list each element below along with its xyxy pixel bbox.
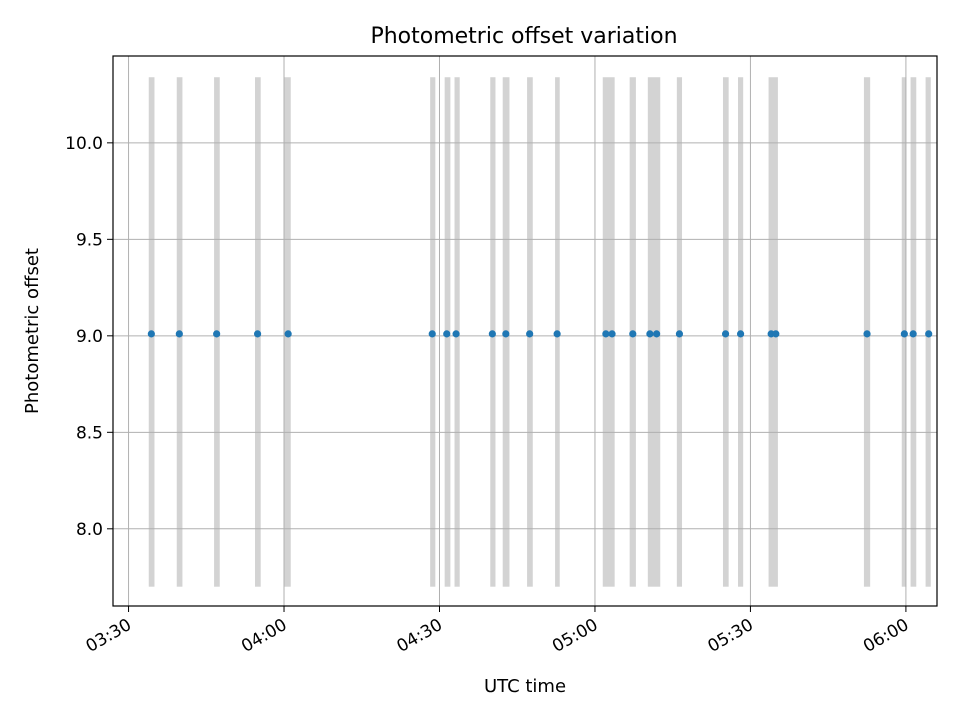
data-point: [452, 330, 460, 338]
data-point: [526, 330, 534, 338]
x-tick-label: 05:30: [704, 615, 756, 657]
data-point: [646, 330, 654, 338]
data-point: [925, 330, 933, 338]
data-point: [488, 330, 496, 338]
chart-title: Photometric offset variation: [370, 24, 677, 49]
data-point: [863, 330, 871, 338]
x-tick-label: 06:00: [860, 615, 912, 657]
band-layer: [148, 77, 931, 587]
data-point: [428, 330, 436, 338]
data-point: [909, 330, 917, 338]
data-point: [653, 330, 661, 338]
x-tick-label: 05:00: [549, 615, 601, 657]
data-point: [253, 330, 262, 338]
data-point: [721, 330, 730, 338]
data-point: [675, 330, 684, 338]
y-tick-label: 9.0: [76, 327, 103, 347]
data-point: [772, 330, 780, 338]
data-point: [602, 330, 610, 338]
data-point: [213, 330, 221, 338]
x-tick-label: 04:00: [238, 615, 290, 657]
plot-frame: [112, 55, 938, 607]
y-tick-label: 10.0: [65, 134, 103, 154]
y-tick-label: 8.5: [76, 423, 103, 443]
y-tick-label: 9.5: [76, 230, 103, 250]
data-point: [443, 330, 451, 338]
data-point: [553, 330, 561, 338]
point-layer: [147, 330, 933, 338]
grid-layer: [113, 56, 937, 606]
data-point: [502, 330, 510, 338]
y-axis-label: Photometric offset: [22, 248, 43, 414]
data-point: [736, 330, 745, 338]
x-tick-label: 03:30: [83, 615, 135, 657]
data-point: [608, 330, 616, 338]
data-point: [900, 330, 908, 338]
data-point: [175, 330, 183, 338]
y-tick-label: 8.0: [76, 520, 103, 540]
data-point: [284, 330, 292, 338]
data-point: [147, 330, 155, 338]
data-point: [629, 330, 637, 338]
x-axis-label: UTC time: [484, 676, 566, 697]
x-tick-label: 04:30: [394, 615, 446, 657]
y-axis: 8.0 8.5 9.0 9.5 10.0: [65, 134, 113, 540]
x-axis: 03:30 04:00 04:30 05:00 05:30 06:00: [83, 606, 912, 657]
